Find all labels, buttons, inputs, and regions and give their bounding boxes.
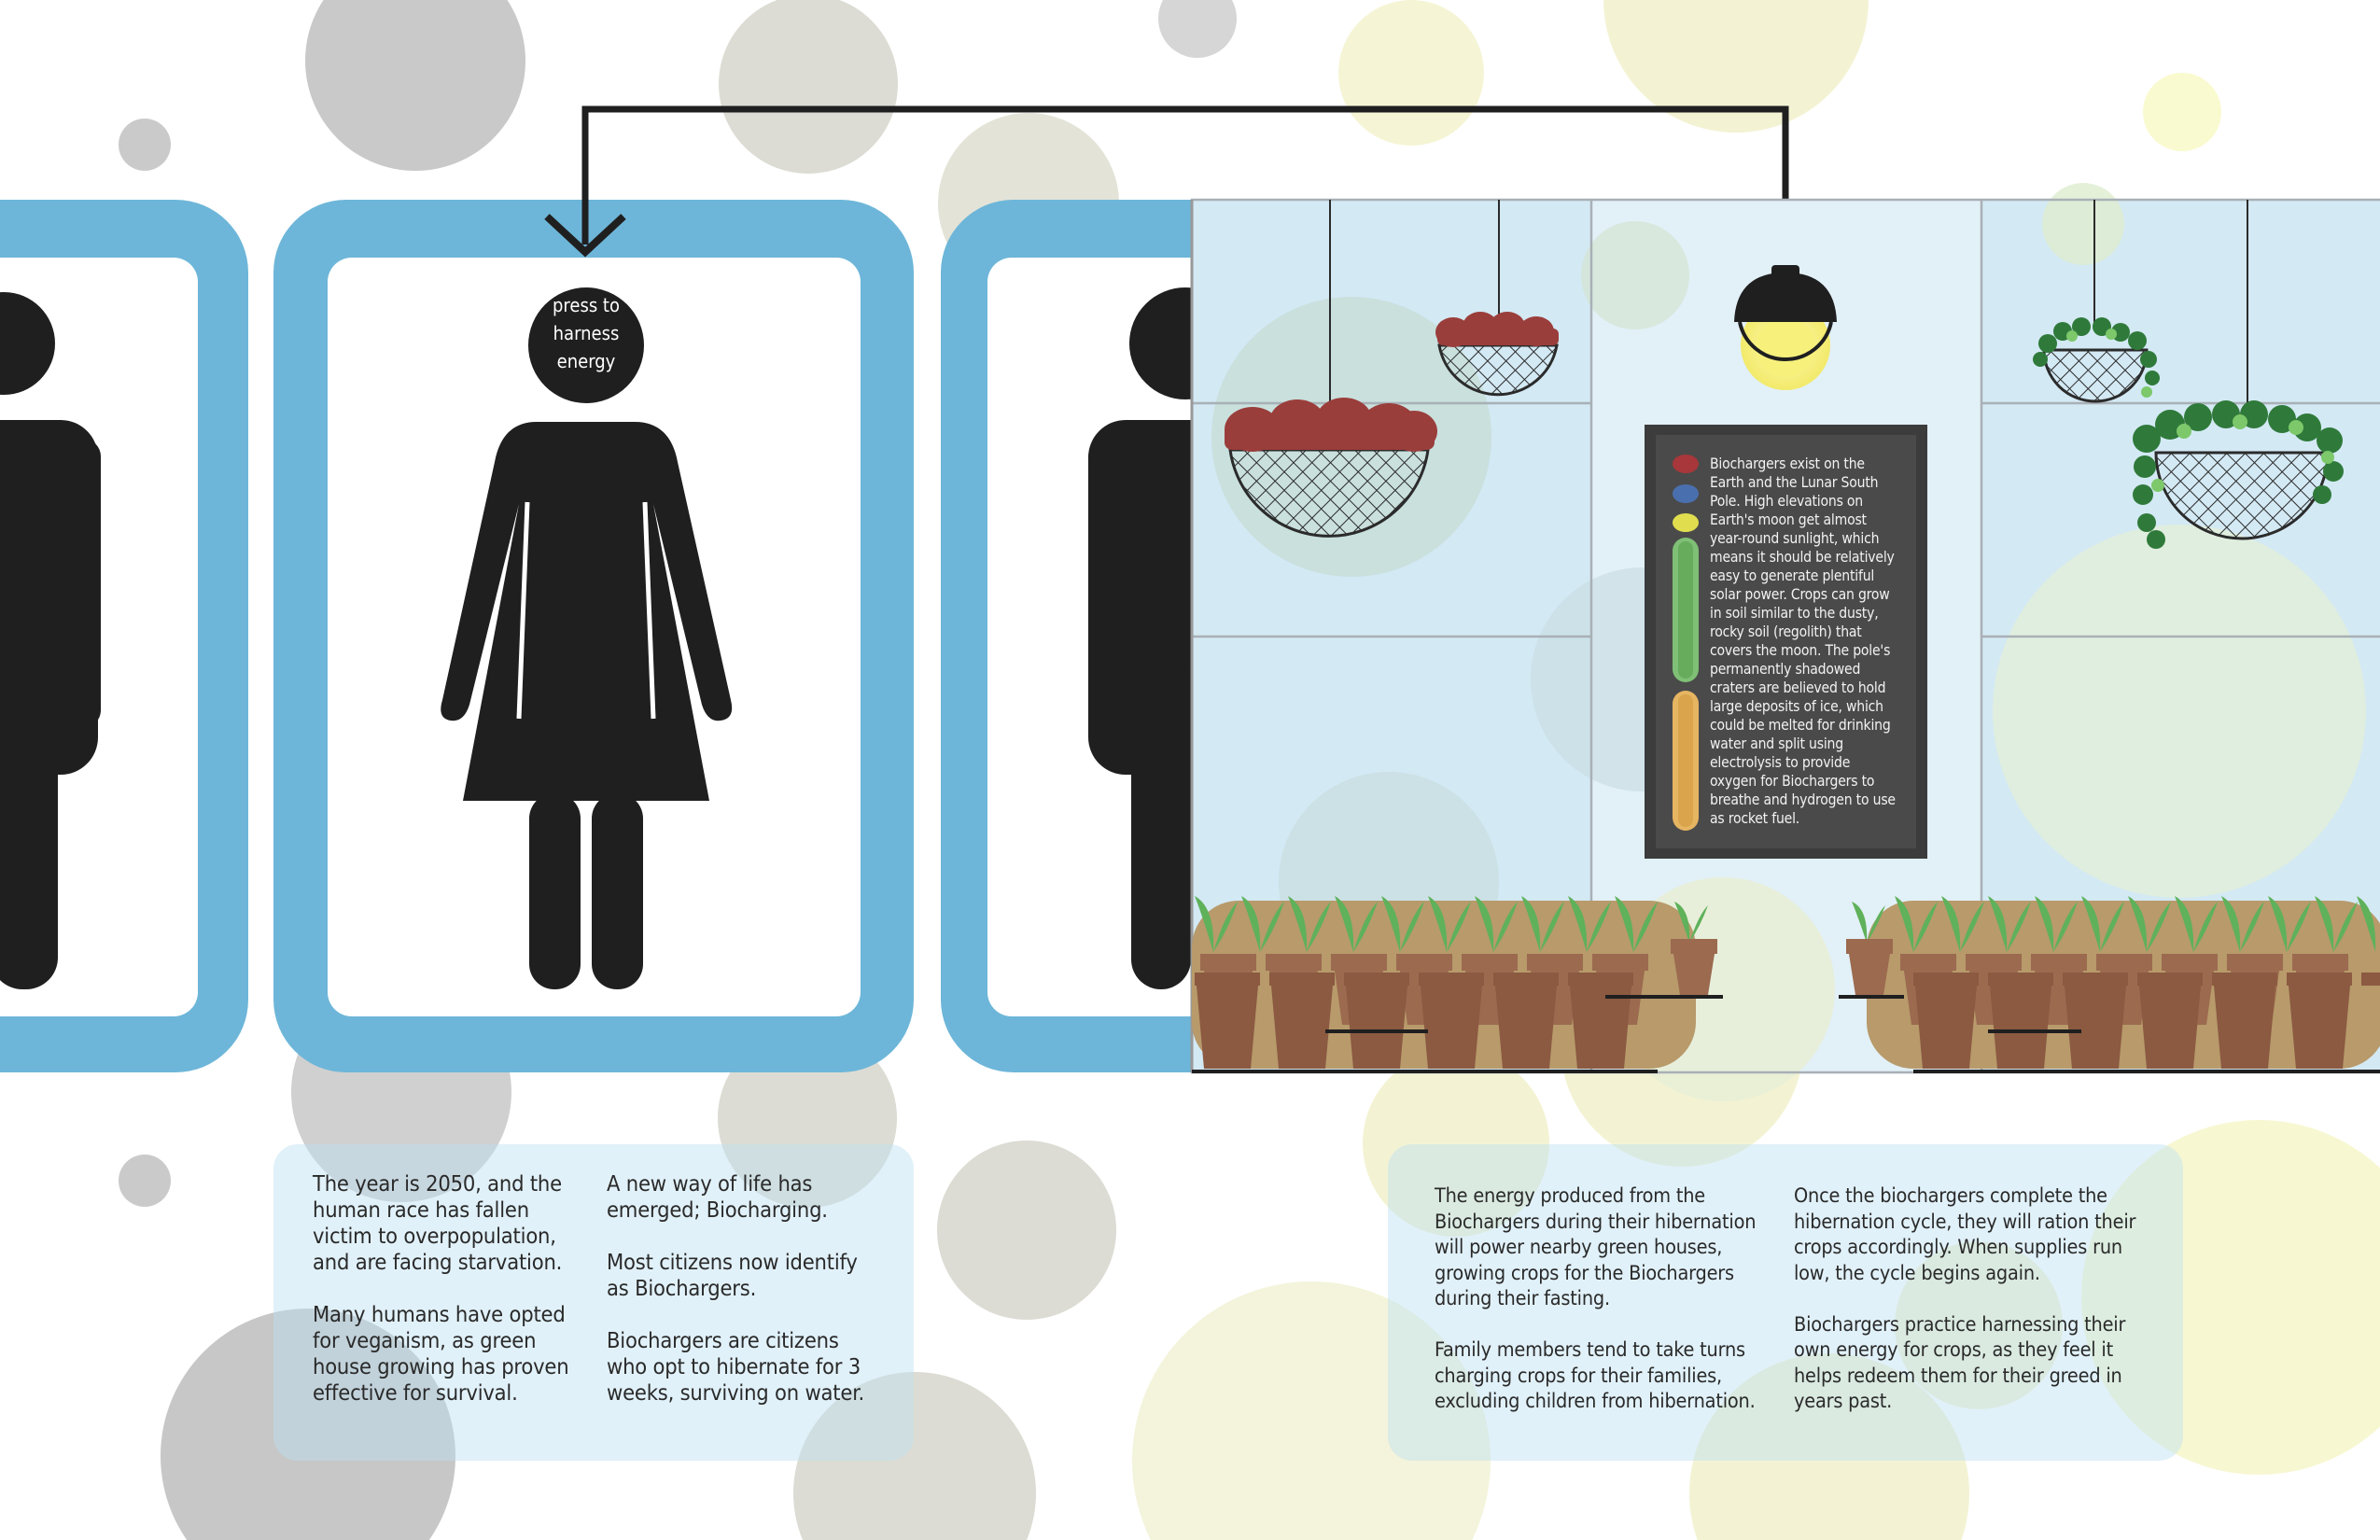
woman-figure xyxy=(441,287,733,989)
figure-frame-left xyxy=(0,200,248,1072)
info-board-text: Biochargers exist on the Earth and the L… xyxy=(1710,455,1896,827)
harness-energy-button-bg[interactable] xyxy=(528,287,644,403)
harness-energy-label[interactable]: press to harness energy xyxy=(553,294,620,372)
hanging-basket-vines-1 xyxy=(2033,200,2160,403)
story-panel-left xyxy=(273,1144,914,1461)
connector-arrow xyxy=(544,105,1789,271)
indicator-lights xyxy=(1673,455,1699,831)
figure-frame-center[interactable] xyxy=(273,200,914,1072)
story-left-column-1: The year is 2050, and the human race has… xyxy=(313,1170,569,1406)
greenhouse-scene xyxy=(1190,183,2380,1101)
story-panel-right xyxy=(1388,1144,2183,1461)
story-left-column-2: A new way of life has emerged; Biochargi… xyxy=(607,1170,865,1406)
story-right-column-1: The energy produced from the Biochargers… xyxy=(1435,1184,1757,1413)
hanging-basket-flowers-2 xyxy=(1435,200,1559,397)
hanging-basket-flowers-1 xyxy=(1225,200,1437,538)
hanging-lamp xyxy=(1734,265,1837,390)
info-board xyxy=(1645,425,1927,859)
story-right-column-2: Once the biochargers complete the hibern… xyxy=(1794,1184,2136,1413)
planters-right xyxy=(1839,896,2380,1073)
hanging-basket-vines-2 xyxy=(2133,200,2344,549)
planters-left xyxy=(1192,896,1723,1073)
